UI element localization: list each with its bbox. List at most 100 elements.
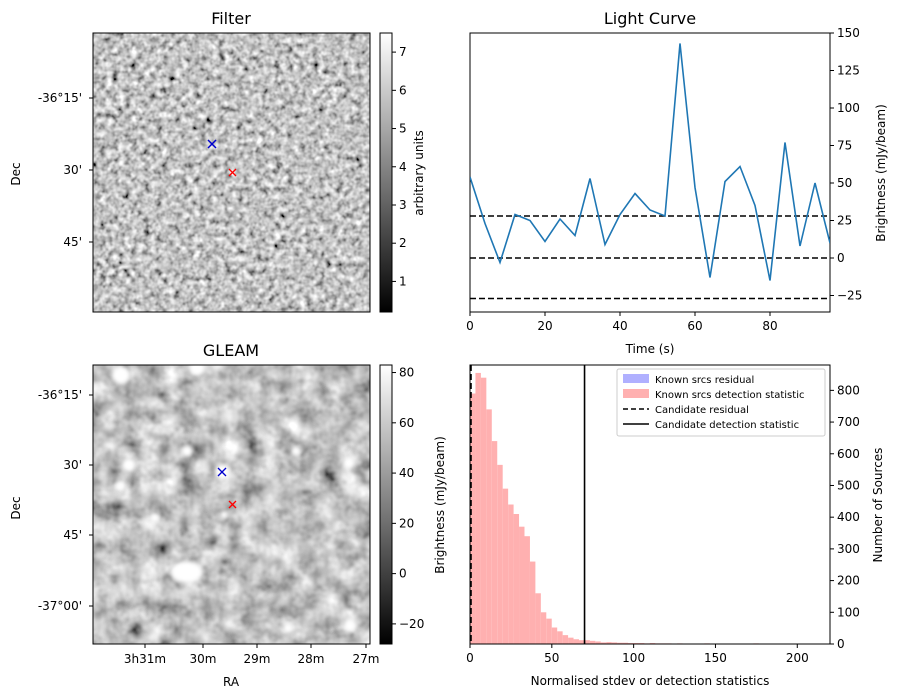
filter-colorbar-tick-label: 6 (399, 83, 407, 97)
histogram-ytick-label: 800 (837, 383, 860, 397)
lightcurve-ytick-label: 150 (837, 26, 860, 40)
lightcurve-xtick-label: 0 (466, 319, 474, 333)
gleam-colorbar-tick-label: 40 (399, 466, 414, 480)
legend-label-known-residual: Known srcs residual (655, 375, 754, 386)
histogram-ytick-label: 600 (837, 447, 860, 461)
histogram-bar (491, 441, 498, 644)
histogram-bar (519, 526, 525, 644)
histogram-bar (589, 640, 596, 644)
gleam-title: GLEAM (203, 341, 259, 360)
lightcurve-ytick-label: 50 (837, 176, 852, 190)
gleam-colorbar-tick-label: −20 (399, 617, 424, 631)
gleam-xtick-label: 3h31m (124, 652, 166, 666)
histogram-bar (551, 627, 558, 644)
histogram-candidate-lines (470, 365, 586, 644)
gleam-colorbar-tick-group: −20 0 20 40 60 80 (392, 366, 424, 631)
lightcurve-series-line (470, 43, 830, 281)
histogram-bar (540, 612, 547, 644)
histogram-bar (573, 639, 579, 644)
filter-candidate-marker (228, 168, 237, 177)
filter-ytick-label: 30' (63, 163, 82, 177)
gleam-xlabel: RA (223, 675, 240, 689)
legend-label-known-detection: Known srcs detection statistic (655, 390, 804, 401)
histogram-bar (475, 372, 481, 644)
histogram-ytick-label: 200 (837, 574, 860, 588)
histogram-bar (568, 637, 574, 644)
histogram-xtick-label: 150 (704, 651, 727, 665)
filter-colorbar-tick-group: 1 2 3 4 5 6 7 (392, 45, 407, 288)
histogram-ylabel-left: Brightness (mJy/beam) (433, 436, 447, 574)
filter-colorbar-label: arbitrary units (412, 130, 426, 216)
lightcurve-ytick-label: −25 (837, 289, 862, 303)
filter-colorbar-tick-label: 2 (399, 236, 407, 250)
filter-axes-frame (92, 32, 371, 313)
histogram-bar (617, 642, 623, 644)
histogram-xlabel: Normalised stdev or detection statistics (531, 674, 770, 688)
histogram-bar (557, 631, 563, 644)
gleam-xtick-group: 3h31m 30m 29m 28m 27m (124, 644, 380, 666)
histogram-ytick-label: 100 (837, 605, 860, 619)
histogram-ytick-label: 500 (837, 478, 860, 492)
gleam-xtick-label: 27m (353, 652, 380, 666)
histogram-legend: Known srcs residual Known srcs detection… (616, 368, 826, 437)
lightcurve-xtick-label: 40 (612, 319, 627, 333)
histogram-ylabel-right: Number of Sources (871, 448, 885, 563)
legend-swatch-known-residual (623, 374, 649, 383)
histogram-ytick-label: 700 (837, 415, 860, 429)
histogram-bar (480, 377, 487, 644)
gleam-known-source-marker (217, 467, 227, 477)
histogram-ytick-group: 0 100 200 300 400 500 600 700 800 (830, 383, 860, 651)
gleam-ytick-label: 45' (63, 528, 82, 542)
histogram-bar (513, 514, 520, 644)
histogram-bar (600, 642, 607, 644)
filter-ytick-group: -36°15' 30' 45' (38, 91, 93, 249)
filter-image (93, 33, 370, 312)
lightcurve-xtick-group: 0 20 40 60 80 (466, 312, 778, 333)
lightcurve-panel: Light Curve 0 20 40 60 80 −25 0 25 50 75 100 125 15… (466, 9, 888, 356)
gleam-ytick-label: -37°00' (38, 599, 82, 613)
gleam-xtick-label: 29m (244, 652, 271, 666)
gleam-colorbar (379, 364, 393, 645)
lightcurve-xtick-label: 20 (537, 319, 552, 333)
histogram-bar (606, 642, 612, 644)
filter-title: Filter (211, 9, 251, 28)
gleam-colorbar-tick-label: 60 (399, 416, 414, 430)
histogram-bar (546, 618, 552, 644)
histogram-bar (497, 464, 503, 644)
lightcurve-ylabel: Brightness (mJy/beam) (874, 104, 888, 242)
legend-swatch-known-detection (623, 389, 649, 398)
gleam-image (93, 365, 370, 644)
histogram-bar (578, 640, 585, 644)
filter-colorbar-tick-label: 5 (399, 122, 407, 136)
filter-ylabel: Dec (9, 162, 23, 185)
filter-colorbar-tick-label: 1 (399, 274, 407, 288)
lightcurve-ytick-label: 100 (837, 101, 860, 115)
histogram-bars (470, 372, 819, 644)
lightcurve-axes-frame (469, 32, 831, 313)
filter-colorbar-tick-label: 4 (399, 160, 407, 174)
histogram-bar (584, 640, 590, 644)
gleam-xtick-label: 30m (190, 652, 217, 666)
histogram-bar (535, 593, 541, 644)
histogram-xtick-label: 50 (544, 651, 559, 665)
histogram-bar (562, 635, 569, 644)
gleam-candidate-marker (228, 500, 237, 509)
filter-panel: Filter -36°15' 30' 45' Dec 1 2 3 4 5 6 7 arbitra… (9, 9, 426, 313)
legend-label-candidate-residual: Candidate residual (655, 405, 749, 416)
gleam-ytick-label: -36°15' (38, 388, 82, 402)
gleam-axes-frame (92, 364, 371, 645)
filter-ytick-label: 45' (63, 235, 82, 249)
legend-label-candidate-detection: Candidate detection statistic (655, 420, 799, 431)
histogram-xtick-group: 0 50 100 150 200 (466, 644, 809, 665)
histogram-ytick-label: 300 (837, 542, 860, 556)
histogram-xtick-label: 200 (786, 651, 809, 665)
histogram-xtick-label: 100 (622, 651, 645, 665)
histogram-bar (611, 642, 618, 644)
histogram-bar (529, 561, 536, 644)
gleam-ylabel: Dec (9, 496, 23, 519)
histogram-bar (524, 536, 530, 644)
gleam-colorbar-tick-label: 0 (399, 567, 407, 581)
histogram-xtick-label: 0 (466, 651, 474, 665)
gleam-colorbar-tick-label: 80 (399, 366, 414, 380)
